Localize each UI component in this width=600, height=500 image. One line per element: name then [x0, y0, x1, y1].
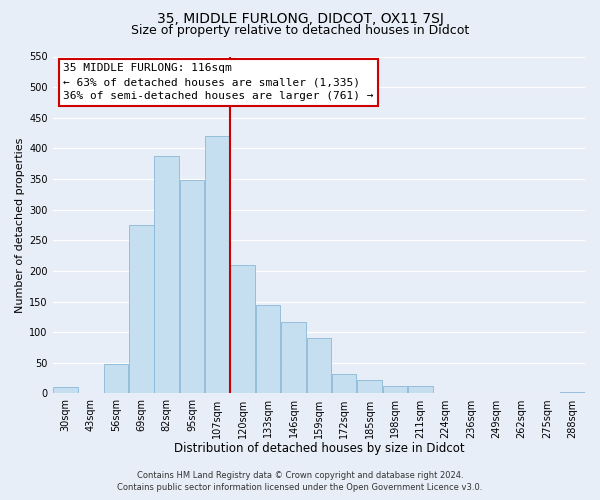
Bar — [104, 364, 128, 394]
Bar — [332, 374, 356, 394]
Bar — [357, 380, 382, 394]
Text: 35 MIDDLE FURLONG: 116sqm
← 63% of detached houses are smaller (1,335)
36% of se: 35 MIDDLE FURLONG: 116sqm ← 63% of detac… — [63, 63, 374, 101]
Bar — [154, 156, 179, 394]
Y-axis label: Number of detached properties: Number of detached properties — [15, 138, 25, 312]
Bar — [256, 304, 280, 394]
Bar — [281, 322, 306, 394]
Bar — [205, 136, 230, 394]
Bar — [53, 386, 77, 394]
Bar — [180, 180, 205, 394]
X-axis label: Distribution of detached houses by size in Didcot: Distribution of detached houses by size … — [173, 442, 464, 455]
Bar — [560, 392, 584, 394]
Text: 35, MIDDLE FURLONG, DIDCOT, OX11 7SJ: 35, MIDDLE FURLONG, DIDCOT, OX11 7SJ — [157, 12, 443, 26]
Bar — [383, 386, 407, 394]
Bar — [129, 225, 154, 394]
Bar — [307, 338, 331, 394]
Text: Contains HM Land Registry data © Crown copyright and database right 2024.
Contai: Contains HM Land Registry data © Crown c… — [118, 471, 482, 492]
Bar — [408, 386, 433, 394]
Text: Size of property relative to detached houses in Didcot: Size of property relative to detached ho… — [131, 24, 469, 37]
Bar — [230, 266, 255, 394]
